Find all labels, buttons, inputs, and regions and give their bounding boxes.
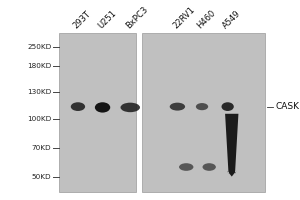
Ellipse shape: [71, 102, 85, 111]
Ellipse shape: [95, 102, 110, 113]
Text: U251: U251: [96, 9, 118, 31]
Text: 50KD: 50KD: [32, 174, 51, 180]
Text: BxPC3: BxPC3: [124, 5, 149, 31]
Ellipse shape: [121, 103, 140, 112]
Ellipse shape: [179, 163, 194, 171]
Text: 70KD: 70KD: [32, 145, 51, 151]
Ellipse shape: [196, 103, 208, 110]
Text: 100KD: 100KD: [27, 116, 51, 122]
Text: 130KD: 130KD: [27, 89, 51, 95]
Text: H460: H460: [196, 9, 218, 31]
Text: 250KD: 250KD: [27, 44, 51, 50]
FancyBboxPatch shape: [59, 33, 136, 192]
Text: 180KD: 180KD: [27, 63, 51, 69]
Polygon shape: [225, 114, 238, 177]
Ellipse shape: [202, 163, 216, 171]
Text: A549: A549: [221, 9, 243, 31]
Ellipse shape: [170, 103, 185, 111]
FancyBboxPatch shape: [142, 33, 265, 192]
Text: 22RV1: 22RV1: [171, 5, 196, 31]
Text: 293T: 293T: [72, 10, 93, 31]
Ellipse shape: [221, 102, 234, 111]
Text: CASK: CASK: [275, 102, 299, 111]
